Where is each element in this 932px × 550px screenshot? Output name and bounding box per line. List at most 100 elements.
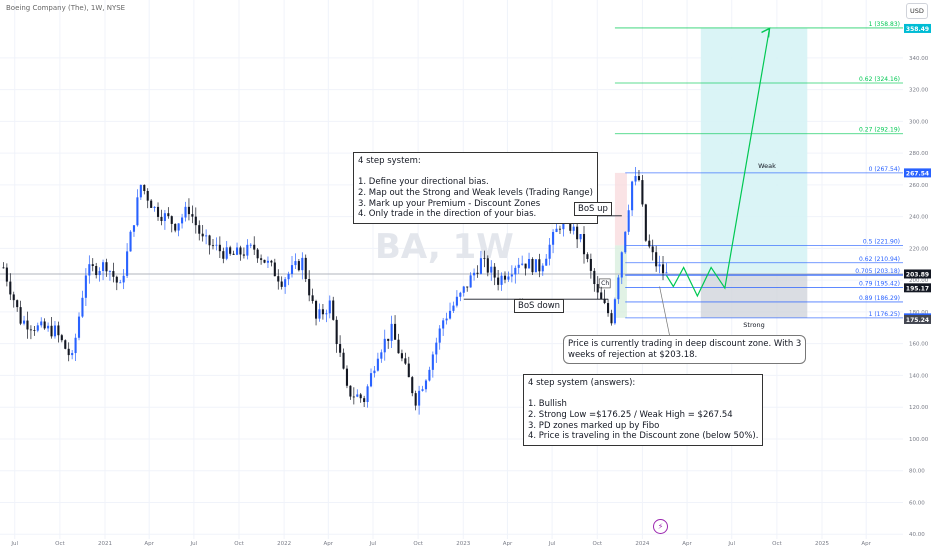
- candle: [218, 244, 221, 252]
- candle: [67, 348, 70, 356]
- candle: [5, 267, 8, 282]
- candle: [651, 246, 654, 253]
- candle: [345, 368, 349, 386]
- discount-zone: [614, 245, 627, 318]
- candle: [342, 352, 345, 369]
- fib-label: 0.27 (292.19): [859, 127, 900, 134]
- candle: [352, 396, 355, 398]
- candle: [558, 228, 562, 230]
- candle: [91, 264, 94, 267]
- candle: [655, 252, 658, 267]
- candle: [198, 225, 201, 234]
- candle: [297, 261, 300, 271]
- candle: [50, 325, 53, 337]
- candle: [438, 328, 441, 343]
- candle: [407, 363, 410, 378]
- fib-label: 0.62 (324.16): [859, 76, 900, 83]
- candle: [335, 319, 338, 345]
- price-tag: [904, 23, 931, 33]
- candle: [36, 325, 39, 331]
- candle: [445, 318, 448, 321]
- candle: [359, 394, 362, 399]
- candle: [53, 325, 57, 337]
- candle: [531, 258, 534, 273]
- price-note-annotation: Price is currently trading in deep disco…: [563, 335, 807, 365]
- candle: [527, 258, 531, 269]
- candle: [524, 263, 527, 269]
- candle: [304, 257, 307, 279]
- candle: [459, 292, 462, 297]
- candle: [507, 276, 510, 280]
- candle: [132, 225, 136, 232]
- candle: [387, 338, 390, 341]
- candle: [462, 286, 465, 293]
- candle: [150, 200, 153, 208]
- x-tick-label: 2025: [815, 541, 829, 547]
- candle: [290, 265, 294, 274]
- candle: [665, 272, 668, 274]
- candle: [95, 266, 98, 276]
- candle: [332, 300, 335, 320]
- candle: [641, 180, 644, 205]
- candle: [548, 244, 551, 259]
- candle: [455, 296, 458, 306]
- candle: [156, 206, 160, 217]
- x-tick-label: 2024: [635, 541, 649, 547]
- candle: [579, 234, 582, 240]
- candle: [112, 271, 115, 277]
- candle: [170, 216, 173, 224]
- candle: [349, 385, 352, 397]
- candle: [613, 299, 616, 324]
- candle: [510, 274, 513, 277]
- candle: [383, 338, 386, 353]
- candle: [572, 226, 575, 231]
- choch-box: [598, 278, 611, 289]
- candle: [634, 176, 637, 182]
- candle: [366, 386, 369, 402]
- candle: [167, 213, 170, 217]
- candle: [29, 329, 32, 331]
- watermark: BA, 1W: [375, 227, 514, 267]
- candle: [129, 231, 132, 252]
- candle: [57, 325, 60, 336]
- candle: [26, 320, 29, 330]
- y-tick-label: 120.00: [909, 405, 929, 411]
- candle: [555, 228, 558, 232]
- candle: [105, 262, 108, 272]
- premium-zone: [614, 172, 627, 246]
- currency-button[interactable]: USD: [906, 3, 928, 19]
- candle: [256, 249, 259, 259]
- candle: [174, 223, 177, 231]
- candle: [2, 267, 5, 269]
- candle: [229, 247, 232, 254]
- candle: [493, 266, 496, 278]
- candle: [160, 216, 163, 222]
- candle: [328, 300, 331, 314]
- candle: [77, 316, 81, 338]
- flash-icon[interactable]: ⚡: [653, 519, 668, 534]
- candle: [139, 184, 142, 198]
- candle: [215, 244, 218, 246]
- candle: [390, 323, 393, 341]
- candle: [631, 181, 634, 211]
- fib-label: 0.62 (210.94): [859, 256, 900, 263]
- candle: [191, 214, 194, 217]
- candle: [514, 267, 517, 275]
- candle: [122, 275, 125, 283]
- candle: [270, 260, 273, 263]
- candle: [301, 257, 304, 271]
- candle: [576, 226, 579, 240]
- candle: [339, 344, 342, 353]
- candle: [644, 204, 647, 241]
- candle: [661, 264, 665, 274]
- candle: [9, 281, 12, 295]
- candle: [648, 240, 651, 247]
- candle: [98, 270, 101, 276]
- fib-label: 0.89 (186.29): [859, 295, 900, 302]
- candle: [40, 321, 43, 326]
- candle: [194, 216, 197, 226]
- candle: [311, 295, 314, 302]
- candle: [280, 281, 283, 287]
- candle: [593, 270, 596, 285]
